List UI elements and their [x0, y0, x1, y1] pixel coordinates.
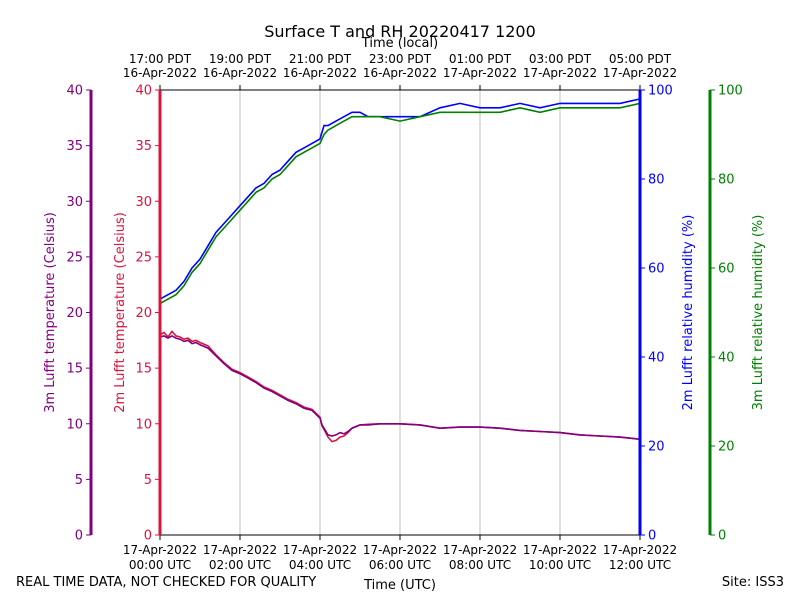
x-top-tick-time: 23:00 PDT	[369, 52, 432, 66]
y-axis-3m-humidity-tick-label: 80	[718, 173, 735, 188]
y-axis-3m-temperature-tick-label: 0	[75, 529, 83, 544]
y-axis-3m-temperature-label: 3m Lufft temperature (Celsius)	[43, 212, 58, 413]
y-axis-2m-temperature-tick-label: 5	[144, 473, 152, 488]
site-label: Site: ISS3	[721, 575, 784, 590]
y-axis-2m-humidity-tick-label: 100	[648, 84, 673, 99]
x-bottom-tick-time: 06:00 UTC	[369, 558, 431, 572]
quality-disclaimer: REAL TIME DATA, NOT CHECKED FOR QUALITY	[16, 575, 317, 590]
x-top-tick-date: 17-Apr-2022	[523, 66, 597, 80]
x-bottom-tick-date: 17-Apr-2022	[363, 543, 437, 557]
y-axis-3m-temperature-tick-label: 40	[66, 84, 83, 99]
x-top-tick-time: 05:00 PDT	[609, 52, 672, 66]
x-top-tick-time: 01:00 PDT	[449, 52, 512, 66]
x-top-tick-time: 19:00 PDT	[209, 52, 272, 66]
y-axis-3m-humidity-tick-label: 40	[718, 351, 735, 366]
x-top-tick-date: 16-Apr-2022	[363, 66, 437, 80]
x-bottom-tick-time: 02:00 UTC	[209, 558, 271, 572]
y-axis-3m-humidity-tick-label: 0	[718, 529, 726, 544]
y-axis-2m-humidity-tick-label: 20	[648, 440, 665, 455]
y-axis-3m-temperature-tick-label: 30	[66, 195, 83, 210]
x-top-tick-date: 17-Apr-2022	[603, 66, 677, 80]
x-bottom-tick-time: 12:00 UTC	[609, 558, 671, 572]
y-axis-3m-temperature-tick-label: 5	[75, 473, 83, 488]
x-top-tick-date: 16-Apr-2022	[283, 66, 357, 80]
series-line-rh-3m	[159, 102, 641, 305]
y-axis-2m-temperature-tick-label: 15	[135, 362, 152, 377]
y-axis-3m-humidity-tick-label: 60	[718, 262, 735, 277]
x-bottom-tick-date: 17-Apr-2022	[443, 543, 517, 557]
y-axis-3m-temperature-tick-label: 15	[66, 362, 83, 377]
top-axis-label: Time (local)	[361, 36, 438, 51]
series-line-rh-2m	[159, 98, 641, 300]
x-bottom-tick-date: 17-Apr-2022	[283, 543, 357, 557]
y-axis-2m-temperature-tick-label: 25	[135, 250, 152, 265]
series-line-temp-3m	[159, 334, 641, 441]
x-bottom-tick-date: 17-Apr-2022	[523, 543, 597, 557]
x-bottom-tick-date: 17-Apr-2022	[603, 543, 677, 557]
y-axis-2m-humidity-tick-label: 60	[648, 262, 665, 277]
y-axis-3m-temperature-tick-label: 35	[66, 139, 83, 154]
x-top-tick-time: 21:00 PDT	[289, 52, 352, 66]
y-axis-3m-temperature-tick-label: 20	[66, 306, 83, 321]
y-axis-2m-humidity-tick-label: 80	[648, 173, 665, 188]
x-bottom-tick-time: 08:00 UTC	[449, 558, 511, 572]
x-bottom-tick-time: 10:00 UTC	[529, 558, 591, 572]
y-axis-3m-humidity-label: 3m Lufft relative humidity (%)	[751, 215, 766, 411]
x-top-tick-time: 17:00 PDT	[129, 52, 192, 66]
y-axis-2m-temperature-tick-label: 30	[135, 195, 152, 210]
x-top-tick-time: 03:00 PDT	[529, 52, 592, 66]
y-axis-2m-temperature-tick-label: 40	[135, 84, 152, 99]
x-top-tick-date: 17-Apr-2022	[443, 66, 517, 80]
y-axis-2m-temperature-tick-label: 35	[135, 139, 152, 154]
x-bottom-tick-date: 17-Apr-2022	[123, 543, 197, 557]
chart-title: Surface T and RH 20220417 1200	[264, 22, 536, 41]
y-axis-3m-temperature-tick-label: 25	[66, 250, 83, 265]
x-top-tick-date: 16-Apr-2022	[203, 66, 277, 80]
y-axis-2m-temperature-label: 2m Lufft temperature (Celsius)	[113, 212, 128, 413]
x-bottom-tick-time: 00:00 UTC	[129, 558, 191, 572]
y-axis-2m-temperature-tick-label: 0	[144, 529, 152, 544]
y-axis-2m-temperature-tick-label: 20	[135, 306, 152, 321]
y-axis-3m-humidity-tick-label: 100	[718, 84, 743, 99]
x-bottom-tick-time: 04:00 UTC	[289, 558, 351, 572]
bottom-axis-label: Time (UTC)	[363, 578, 436, 593]
y-axis-2m-humidity-label: 2m Lufft relative humidity (%)	[681, 215, 696, 411]
x-bottom-tick-date: 17-Apr-2022	[203, 543, 277, 557]
y-axis-3m-humidity-tick-label: 20	[718, 440, 735, 455]
y-axis-3m-temperature-tick-label: 10	[66, 417, 83, 432]
y-axis-2m-temperature-tick-label: 10	[135, 417, 152, 432]
x-top-tick-date: 16-Apr-2022	[123, 66, 197, 80]
y-axis-2m-humidity-tick-label: 40	[648, 351, 665, 366]
y-axis-2m-humidity-tick-label: 0	[648, 529, 656, 544]
